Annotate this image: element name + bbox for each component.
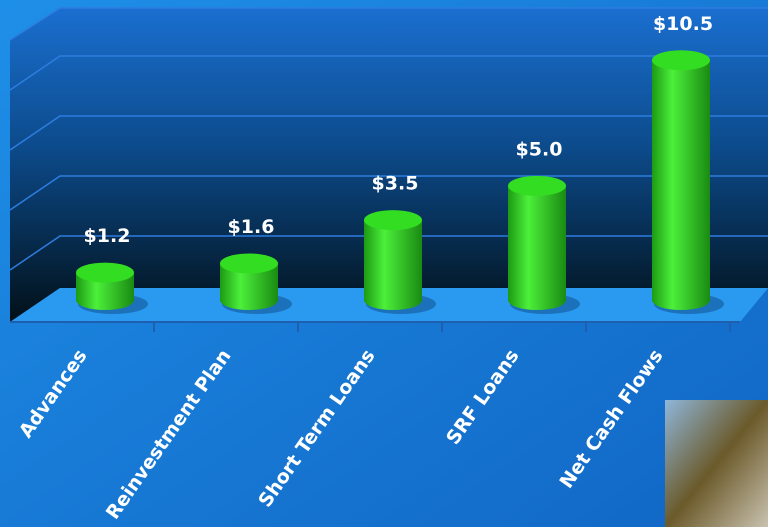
bar-top	[220, 253, 278, 274]
bar	[652, 50, 724, 314]
bar-top	[652, 50, 710, 71]
photo	[665, 400, 768, 527]
value-label: $5.0	[516, 138, 563, 160]
bar-top	[508, 175, 566, 196]
bar	[364, 210, 436, 314]
value-label: $3.5	[372, 173, 419, 195]
bar-body	[220, 263, 278, 310]
bar-body	[508, 185, 566, 310]
bar-body	[76, 272, 134, 310]
value-label: $1.6	[228, 216, 275, 238]
bar	[508, 175, 580, 314]
value-label: $1.2	[84, 225, 131, 247]
bar	[76, 262, 148, 314]
bar-top	[364, 210, 422, 231]
back-wall	[10, 8, 768, 322]
bar-top	[76, 262, 134, 283]
value-label: $10.5	[653, 13, 713, 35]
bar-body	[364, 220, 422, 310]
bar-body	[652, 60, 710, 310]
bar	[220, 253, 292, 314]
